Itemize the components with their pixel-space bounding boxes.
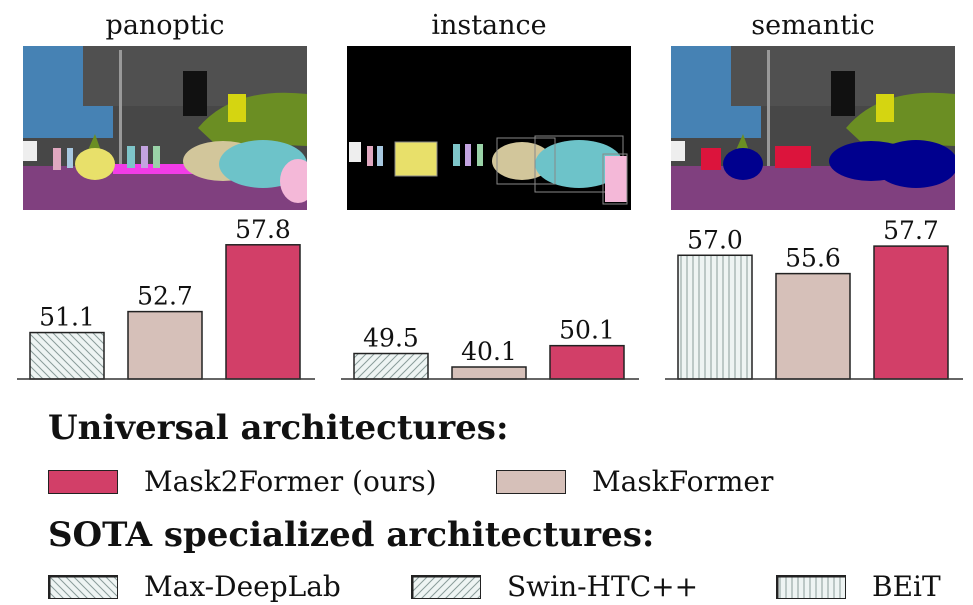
panoptic-bar-mask2former-ours-	[225, 244, 301, 380]
legend-heading-universal: Universal architectures:	[48, 408, 509, 448]
semantic-value-label: 57.7	[883, 216, 939, 245]
legend-label-maskformer: MaskFormer	[592, 465, 774, 498]
panoptic-bar-max-deeplab	[29, 331, 105, 380]
legend-swatch-max-deeplab	[48, 575, 118, 599]
panel-title-panoptic: panoptic	[105, 10, 225, 41]
legend-label-beit: BEiT	[872, 570, 941, 603]
legend-item-swin-htc: Swin-HTC++	[411, 570, 698, 604]
semantic-value-label: 57.0	[687, 225, 743, 254]
semantic-bar-maskformer	[775, 272, 851, 380]
legend-label-mask2former: Mask2Former (ours)	[144, 465, 437, 498]
instance-value-label: 50.1	[559, 316, 615, 345]
panel-title-instance: instance	[431, 10, 547, 41]
legend-label-swin-htc: Swin-HTC++	[507, 570, 699, 603]
legend-item-maskformer: MaskFormer	[496, 465, 773, 499]
panoptic-value-label: 51.1	[39, 303, 95, 332]
panoptic-value-label: 57.8	[235, 215, 291, 244]
legend-swatch-mask2former	[48, 470, 118, 494]
panoptic-bar-maskformer	[127, 310, 203, 380]
panoptic-value-label: 52.7	[137, 282, 193, 311]
legend-heading-sota: SOTA specialized architectures:	[48, 515, 655, 555]
instance-bar-swin-htc-	[353, 352, 429, 380]
panoptic-segmentation-image	[23, 46, 307, 210]
semantic-bar-beit	[677, 254, 753, 380]
instance-segmentation-image	[347, 46, 631, 210]
semantic-bar-mask2former-ours-	[873, 245, 949, 380]
panel-title-semantic: semantic	[751, 10, 875, 41]
instance-bar-maskformer	[451, 366, 527, 380]
instance-bar-mask2former-ours-	[549, 344, 625, 380]
legend-item-max-deeplab: Max-DeepLab	[48, 570, 341, 604]
legend-swatch-swin-htc	[411, 575, 481, 599]
instance-value-label: 49.5	[363, 324, 419, 353]
semantic-segmentation-image	[671, 46, 955, 210]
legend-label-max-deeplab: Max-DeepLab	[144, 570, 341, 603]
semantic-value-label: 55.6	[785, 244, 841, 273]
legend-item-beit: BEiT	[776, 570, 941, 604]
legend-swatch-maskformer	[496, 470, 566, 494]
legend-item-mask2former: Mask2Former (ours)	[48, 465, 437, 499]
legend-swatch-beit	[776, 575, 846, 599]
bar-charts: 51.1 52.7 57.8 49.5 40.1 50.1 57.0 55.6 57.7	[17, 215, 963, 380]
instance-value-label: 40.1	[461, 337, 517, 366]
